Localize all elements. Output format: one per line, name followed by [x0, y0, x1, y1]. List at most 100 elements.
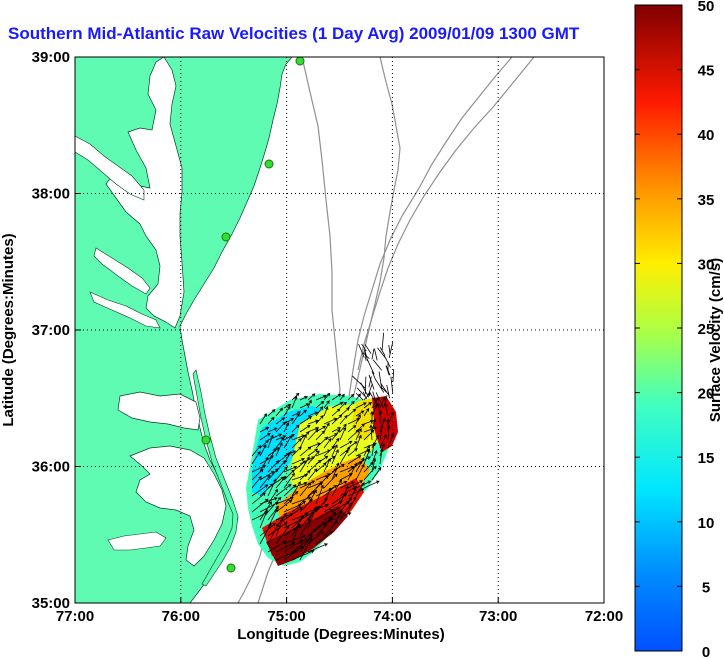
- velocity-arrow: [283, 422, 290, 433]
- velocity-arrow: [299, 403, 310, 409]
- velocity-arrow: [347, 417, 361, 425]
- velocity-arrow: [267, 447, 276, 465]
- outer-banks: [192, 369, 239, 587]
- velocity-arrow: [379, 396, 386, 409]
- velocity-arrow: [331, 427, 342, 433]
- velocity-arrow: [371, 371, 377, 381]
- velocity-arrow: [251, 498, 269, 513]
- velocity-arrow: [315, 394, 327, 401]
- velocity-arrow: [347, 425, 357, 433]
- velocity-arrow: [315, 400, 325, 409]
- velocity-arrow: [283, 545, 304, 561]
- velocity-arrow: [347, 429, 360, 441]
- x-axis-ticks: 77:00 76:00 75:00 74:00 73:00 72:00: [56, 608, 623, 625]
- velocity-arrow: [339, 423, 347, 433]
- radar-stations: [201, 57, 305, 573]
- velocity-arrow: [299, 396, 308, 401]
- velocity-arrow: [347, 400, 355, 409]
- velocity-arrow: [339, 407, 350, 417]
- velocity-arrow: [291, 446, 302, 457]
- velocity-arrows: [251, 332, 395, 561]
- velocity-arrow: [275, 484, 292, 497]
- velocity-arrow: [355, 423, 365, 433]
- velocity-arrow: [307, 419, 319, 425]
- velocity-arrow: [291, 457, 305, 465]
- velocity-arrow: [364, 344, 372, 354]
- velocity-arrow: [347, 455, 362, 465]
- velocity-arrow: [291, 392, 300, 401]
- velocity-arrow: [339, 481, 355, 489]
- velocity-arrow: [259, 509, 268, 529]
- velocity-arrow: [283, 433, 295, 441]
- velocity-arrow: [259, 427, 270, 433]
- velocity-arrow: [355, 392, 364, 401]
- velocity-arrow: [323, 445, 336, 457]
- velocity-arrow: [291, 512, 308, 529]
- bathymetry-contour-deep: [339, 57, 513, 441]
- velocity-arrow: [355, 482, 365, 497]
- velocity-arrow: [387, 432, 395, 449]
- velocity-arrow: [307, 504, 329, 513]
- velocity-arrow: [315, 475, 329, 489]
- radar-station-marker: [201, 435, 211, 445]
- velocity-arrow: [356, 387, 366, 398]
- velocity-arrow: [307, 468, 318, 481]
- x-axis-label: Longitude (Degrees:Minutes): [237, 626, 445, 643]
- velocity-arrow: [369, 424, 373, 441]
- velocity-arrow: [378, 371, 383, 389]
- velocity-arrow: [339, 473, 353, 481]
- velocity-arrow: [375, 392, 385, 409]
- velocity-arrow: [355, 456, 371, 465]
- velocity-arrow: [299, 480, 316, 489]
- velocity-arrow: [392, 369, 395, 382]
- velocity-arrow: [355, 393, 361, 401]
- colorbar-tick-label: 15: [698, 450, 715, 467]
- velocity-arrow: [291, 481, 301, 497]
- velocity-arrow: [299, 481, 312, 497]
- pamlico-sound: [129, 445, 227, 567]
- velocity-arrow: [363, 444, 370, 457]
- velocity-arrow: [267, 522, 288, 537]
- velocity-arrow: [368, 376, 372, 388]
- x-tick-label: 77:00: [56, 608, 94, 625]
- velocity-arrow: [371, 418, 377, 433]
- velocity-arrow: [363, 401, 372, 409]
- velocity-arrow: [283, 534, 307, 545]
- x-tick-label: 75:00: [267, 608, 305, 625]
- velocity-arrow: [383, 355, 391, 368]
- velocity-arrow: [379, 347, 386, 356]
- velocity-arrow: [363, 426, 378, 433]
- velocity-arrow: [307, 459, 322, 473]
- velocity-arrow: [251, 450, 261, 465]
- velocity-arrow: [363, 465, 377, 481]
- velocity-arrow: [339, 449, 349, 465]
- velocity-arrow: [355, 414, 361, 425]
- velocity-arrow: [355, 402, 367, 409]
- velocity-arrow: [385, 365, 391, 376]
- velocity-arrow: [323, 406, 329, 417]
- radar-station-marker: [264, 159, 274, 169]
- colorbar-tick-labels: 50 45 40 35 30 25 20 15 10 5 0: [698, 0, 715, 659]
- y-tick-label: 35:00: [32, 595, 70, 612]
- y-axis-ticks: 39:00 38:00 37:00 36:00 35:00: [32, 49, 70, 612]
- velocity-arrow: [364, 349, 369, 362]
- velocity-arrow: [323, 433, 339, 441]
- velocity-arrow: [291, 500, 306, 513]
- velocity-arrow: [339, 447, 351, 457]
- velocity-arrow: [331, 479, 342, 497]
- velocity-arrow: [339, 440, 353, 449]
- velocity-arrow: [259, 523, 272, 545]
- velocity-arrow: [347, 448, 358, 457]
- velocity-arrow: [299, 528, 317, 545]
- velocity-arrow: [370, 410, 374, 425]
- velocity-arrow: [275, 442, 283, 457]
- velocity-arrow: [251, 468, 264, 481]
- velocity-arrow: [267, 427, 278, 433]
- velocity-arrow: [259, 470, 275, 481]
- radar-station-marker: [226, 563, 236, 573]
- velocity-arrow: [307, 482, 323, 497]
- velocity-arrow: [388, 341, 394, 359]
- velocity-arrow: [291, 549, 315, 561]
- velocity-arrow: [283, 539, 304, 553]
- y-tick-label: 39:00: [32, 49, 70, 66]
